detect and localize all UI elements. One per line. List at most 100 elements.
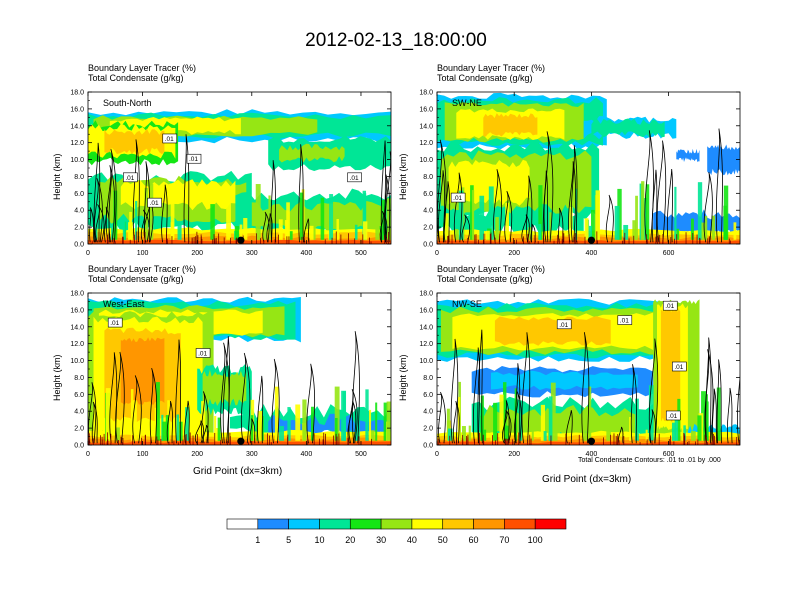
panel-1-contour-line — [108, 149, 117, 243]
panel-3-ytick-label: 10.0 — [70, 358, 84, 365]
panel-1-ytick-label: 12.0 — [70, 140, 84, 147]
panel-2-streak — [485, 230, 490, 240]
colorbar-label: 40 — [407, 535, 417, 545]
colorbar-label: 50 — [438, 535, 448, 545]
colorbar-box — [473, 518, 505, 530]
panel-3-ytick-label: 8.0 — [74, 375, 84, 382]
panel-2-streak — [471, 190, 475, 240]
colorbar-box — [442, 518, 474, 530]
colorbar-box — [411, 518, 444, 530]
panel-4-ytick-label: 8.0 — [423, 375, 433, 382]
panel-4-streak — [480, 395, 484, 441]
panel-1-streak — [386, 198, 391, 240]
panel-3-contour-line — [166, 400, 173, 444]
panel-2-streak — [479, 195, 485, 240]
colorbar-label: 70 — [499, 535, 509, 545]
panel-2-streak — [528, 227, 533, 240]
panel-2-contour-line — [568, 161, 577, 243]
panel-4-contour-label: .01 — [665, 303, 674, 310]
panel-3-contour-line — [184, 400, 190, 444]
panel-2-contour-line — [461, 214, 471, 243]
panel-1-streak — [93, 214, 98, 240]
panel-4-contour-line — [711, 388, 718, 444]
panel-3-contour-line — [175, 339, 182, 444]
panel-4-streak — [671, 422, 677, 441]
panel-3-ytick-label: 0.0 — [74, 443, 84, 450]
colorbar-label: 1 — [255, 535, 260, 545]
panel-4-streak — [674, 415, 679, 441]
panel-4-contour-line — [581, 332, 590, 444]
colorbar-box — [380, 518, 413, 530]
panel-4-xtick-label: 400 — [586, 451, 598, 458]
panel-1-contour-line — [266, 213, 273, 243]
panel-4-contour-label-box — [617, 315, 633, 325]
panel-4-contour-line — [472, 347, 481, 444]
panel-1-streak — [336, 219, 339, 240]
panel-4-ytick-label: 18.0 — [419, 291, 433, 298]
colorbar-label: 10 — [314, 535, 324, 545]
panel-2-streak — [538, 224, 542, 240]
panel-2-name: SW-NE — [452, 98, 482, 108]
panel-2-contour-line — [605, 194, 614, 243]
panel-2-streak — [711, 215, 716, 240]
colorbar-label: 30 — [376, 535, 386, 545]
panel-4-xtick-label: 0 — [435, 451, 439, 458]
panel-1-band — [104, 128, 165, 155]
panel-2-contour-line — [521, 214, 530, 243]
panel-1-streak — [111, 225, 114, 240]
panel-1-name: South-North — [103, 98, 152, 108]
panel-4-var-label: Boundary Layer Tracer (%) Total Condensat… — [437, 264, 545, 284]
panel-4-band — [494, 316, 611, 346]
panel-4-contour-line — [503, 400, 510, 444]
panel-2-ytick-label: 0.0 — [423, 242, 433, 249]
panel-1-contour-line — [384, 151, 391, 243]
panel-2-streak — [645, 184, 650, 240]
panel-1-band — [279, 143, 345, 163]
panel-2-streak — [733, 222, 737, 240]
panel-3-contour-line — [203, 424, 209, 444]
panel-3-streak — [369, 409, 372, 441]
panel-4-contour-line — [477, 329, 483, 444]
panel-1-streak — [243, 218, 248, 240]
panel-4-streak — [503, 382, 507, 441]
panel-4-streak — [468, 425, 471, 441]
panel-1-streak — [226, 198, 231, 240]
panel-4-streak — [518, 400, 523, 441]
panel-4-band — [660, 307, 681, 422]
panel-1: .01 .01 .01 .01 .01 South-North 0.0 2.0 4.0 6.0 8.… — [70, 90, 392, 257]
colorbar-label: 60 — [469, 535, 479, 545]
panel-3-streak — [201, 401, 206, 441]
panel-3-streak — [386, 401, 391, 441]
panel-1-ytick-label: 10.0 — [70, 157, 84, 164]
panel-3-streak — [257, 411, 263, 441]
panel-4-ytick-label: 14.0 — [419, 324, 433, 331]
panel-1-xtick-label: 100 — [137, 250, 149, 257]
panel-4-contour-line — [515, 363, 521, 444]
panel-2-streak — [595, 190, 600, 240]
panel-4-contour-label-box — [665, 410, 681, 421]
panel-4-streak — [461, 426, 466, 441]
panel-4-ytick-label: 0.0 — [423, 443, 433, 450]
panel-1-xtick-label: 300 — [246, 250, 258, 257]
panel-2-streak — [590, 209, 595, 240]
panel-4-contour-line — [648, 338, 659, 444]
panel-2-streak — [691, 218, 694, 240]
panel-2-streak — [701, 222, 706, 240]
panel-1-contour-line — [132, 139, 140, 243]
panel-2-var-line1: Boundary Layer Tracer (%) — [437, 63, 546, 73]
panel-1-streak — [234, 226, 240, 240]
colorbar-box — [349, 518, 382, 530]
panel-2-streak — [454, 229, 459, 240]
panel-3-streak — [302, 399, 307, 441]
panel-3-contour-line — [194, 420, 204, 444]
panel-1-ytick-label: 2.0 — [74, 225, 84, 232]
panel-2-streak — [584, 218, 589, 240]
panel-3-streak — [287, 407, 291, 441]
panel-2-streak — [723, 185, 729, 240]
panel-4-streak — [716, 387, 721, 441]
panel-3-var-line2: Total Condensate (g/kg) — [88, 274, 184, 284]
panel-4-contour-line — [566, 410, 573, 444]
panel-3-streak — [375, 402, 378, 441]
panel-2-contour-line — [656, 140, 667, 243]
